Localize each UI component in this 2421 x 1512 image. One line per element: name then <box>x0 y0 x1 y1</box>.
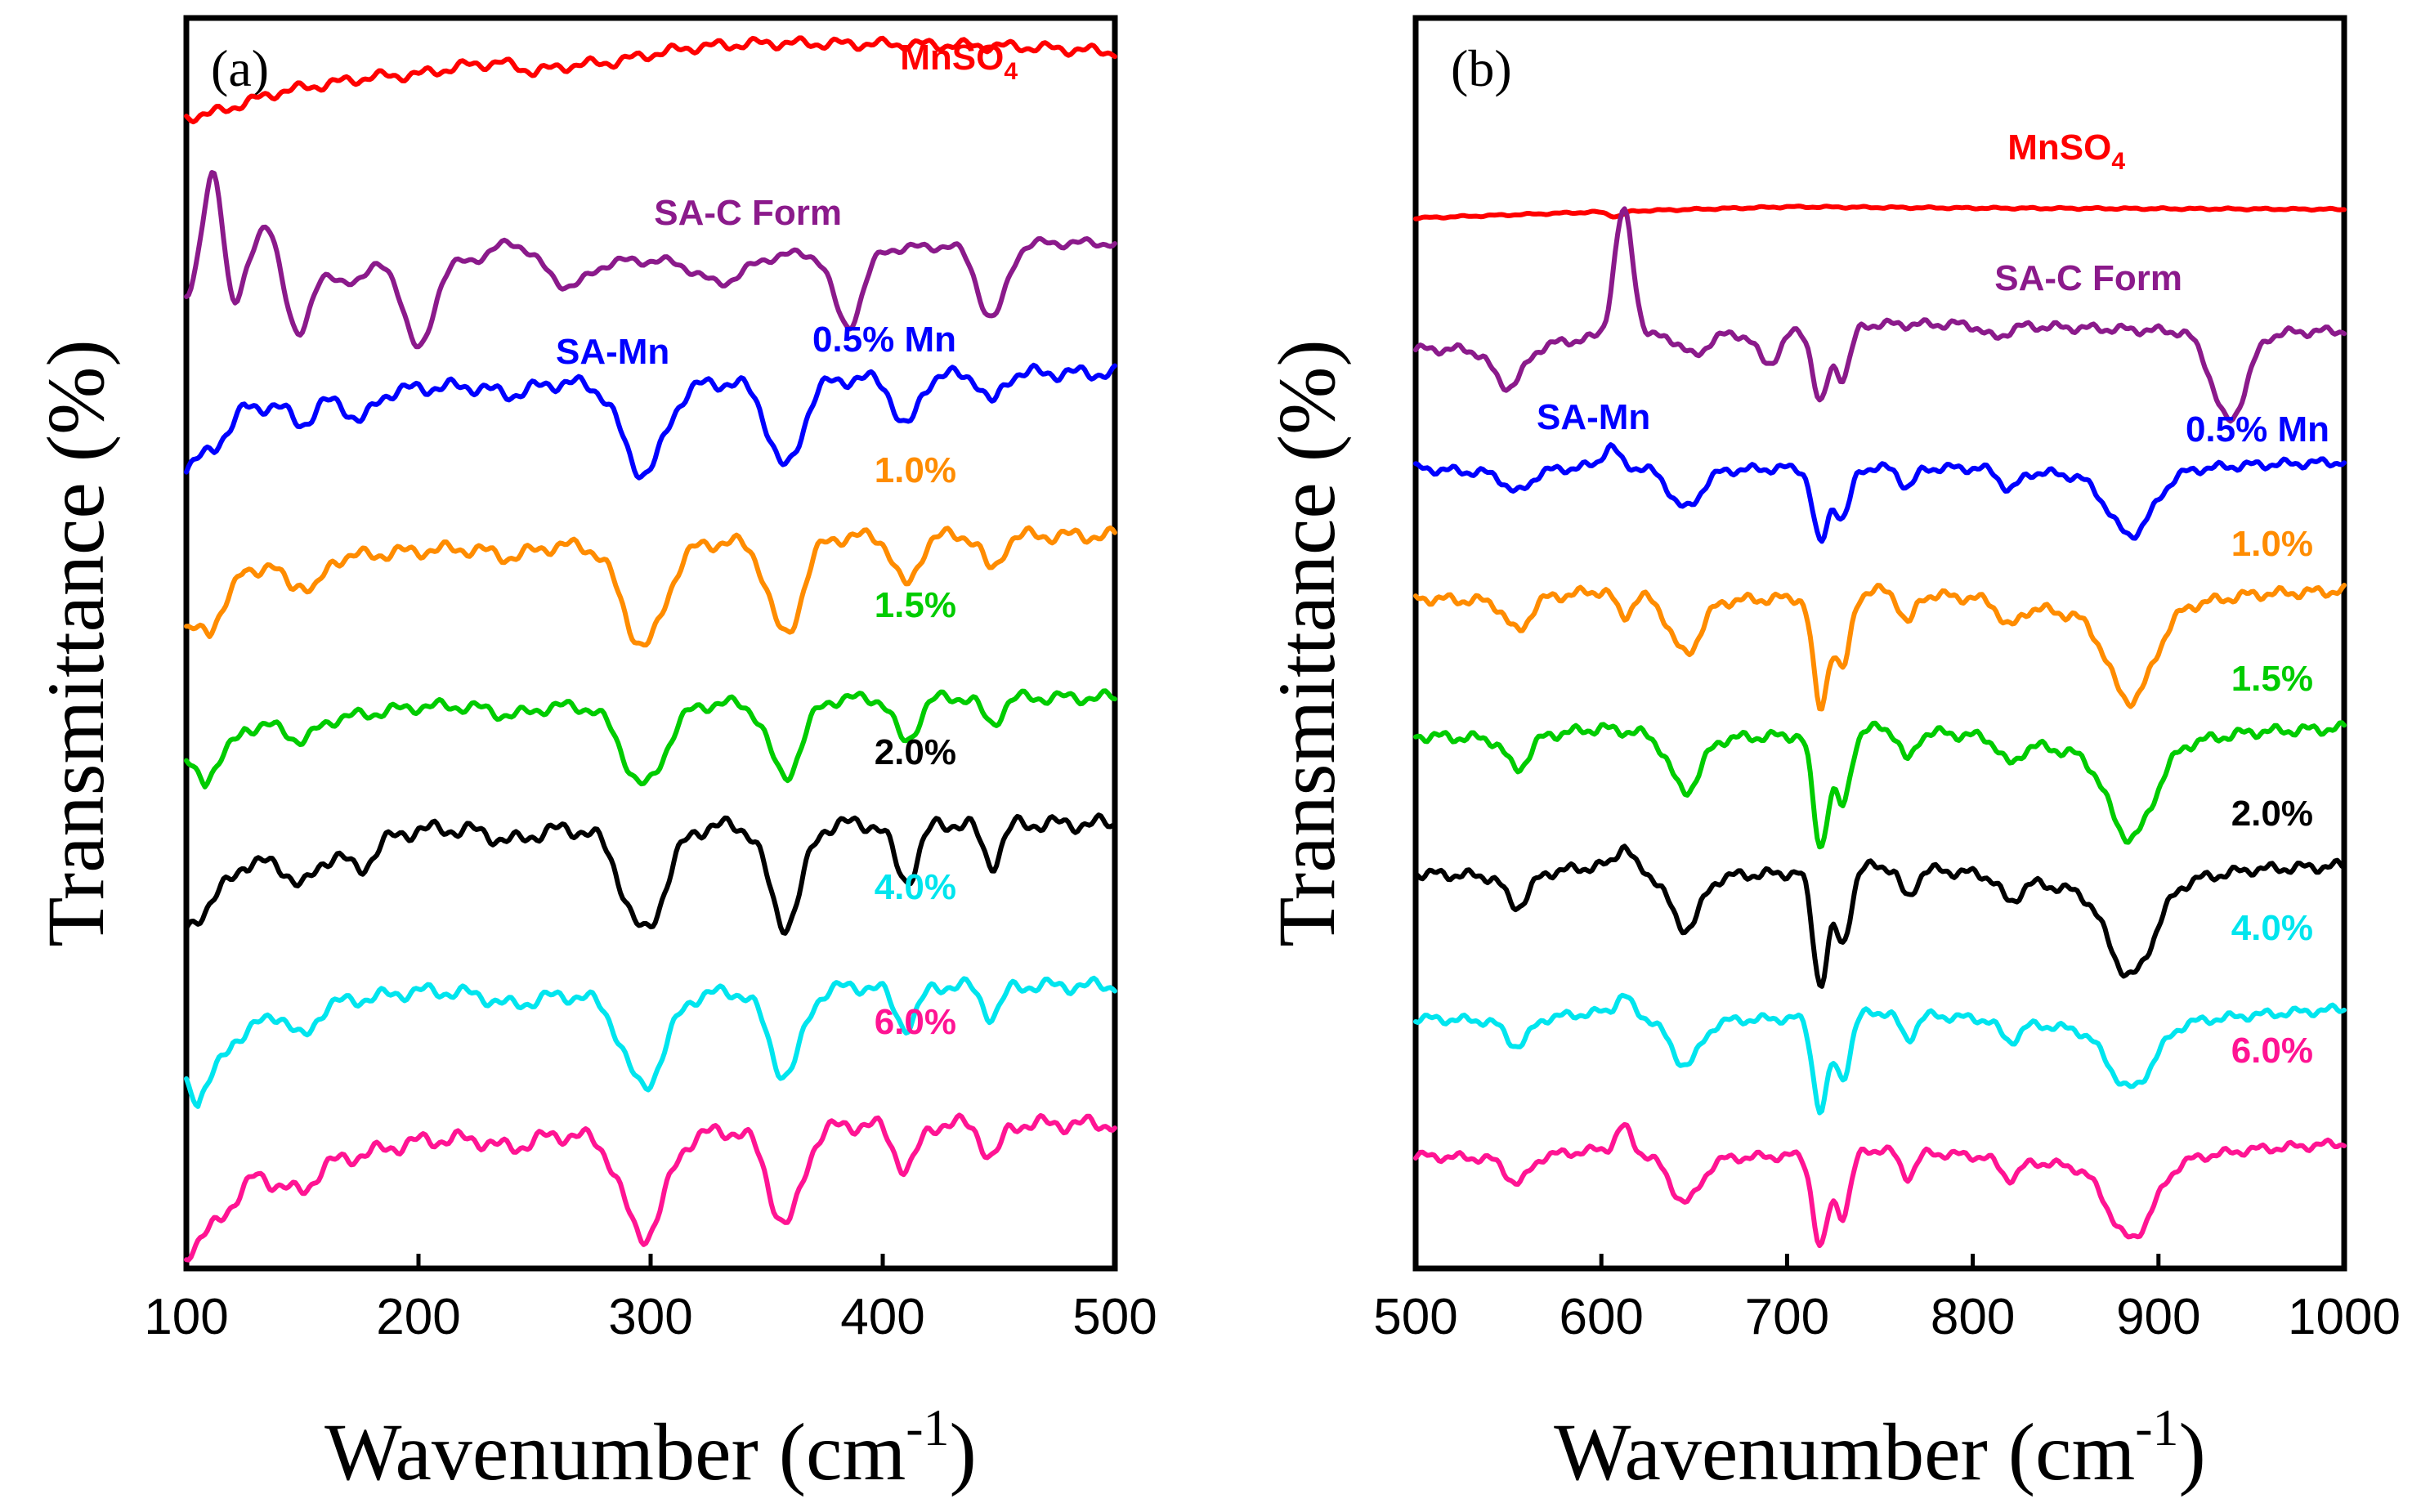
panel-b-series-label-6-0-: 6.0% <box>2231 1031 2313 1071</box>
panel-a-x-axis-title: Wavenumber (cm-1) <box>324 1398 977 1497</box>
panel-b-series-1-5- <box>1413 720 2347 850</box>
panel-a-sa-mn-annotation: SA-Mn <box>556 332 669 372</box>
panel-b-series-4-0- <box>1413 992 2347 1116</box>
panel-b-x-axis-title-sup: -1 <box>2135 1398 2178 1456</box>
panel-a-series-label-4-0-: 4.0% <box>875 867 956 907</box>
panel-b-x-ticks: 500 600 700 800 900 1000 <box>1373 1254 2401 1345</box>
panel-a-series-label-0-5-mn: 0.5% Mn <box>812 320 956 360</box>
panel-b-x-tick-label-600: 600 <box>1559 1289 1643 1345</box>
panel-a-series-label-1-5-: 1.5% <box>875 585 956 625</box>
panel-b-series-2-0- <box>1413 843 2347 989</box>
panel-a: (a) 100 200 300 400 500 MnSO4 SA-C Form 0.5% M… <box>30 15 1157 1497</box>
panel-a-series-1-0- <box>184 525 1117 648</box>
panel-a-x-axis-title-sup: -1 <box>906 1398 949 1456</box>
panel-b-series-label-1-0-: 1.0% <box>2231 524 2313 564</box>
panel-a-label: (a) <box>211 39 269 97</box>
panel-a-series-group <box>184 35 1117 1263</box>
panel-b-label: (b) <box>1451 39 1512 97</box>
panel-b-series-sa-c-form <box>1413 206 2347 424</box>
panel-a-x-tick-label-300: 300 <box>608 1289 692 1345</box>
panel-a-series-label-1-0-: 1.0% <box>875 450 956 490</box>
panel-b-series-group <box>1413 204 2347 1249</box>
panel-a-series-6-0- <box>184 1112 1117 1263</box>
panel-b-y-axis-title: Transmittance (%) <box>1261 339 1352 946</box>
panel-b-sa-mn-annotation: SA-Mn <box>1537 397 1650 437</box>
panel-b-series-label-4-0-: 4.0% <box>2231 908 2313 948</box>
panel-b-series-mnso4 <box>1413 204 2347 221</box>
panel-b-series-label-1-5-: 1.5% <box>2231 659 2313 699</box>
panel-b-x-axis-title-close: ) <box>2179 1407 2206 1497</box>
panel-a-series-labels: MnSO4 SA-C Form 0.5% Mn 1.0% 1.5% 2.0% 4.0% 6.0… <box>654 38 1018 1042</box>
panel-a-series-0-5-mn <box>184 362 1117 481</box>
panel-a-series-label-2-0-: 2.0% <box>875 732 956 772</box>
panel-b-series-label-mnso4: MnSO4 <box>2007 127 2125 175</box>
panel-b-series-0-5-mn <box>1413 442 2347 544</box>
panel-b-series-6-0- <box>1413 1121 2347 1249</box>
panel-b-x-tick-label-1000: 1000 <box>2288 1289 2401 1345</box>
panel-a-x-ticks: 100 200 300 400 500 <box>144 1254 1157 1345</box>
panel-a-series-label-mnso4: MnSO4 <box>900 38 1018 85</box>
panel-a-x-tick-label-500: 500 <box>1072 1289 1157 1345</box>
panel-a-series-label-sa-c-form: SA-C Form <box>654 193 842 233</box>
panel-b-x-axis-title-main: Wavenumber (cm <box>1554 1407 2135 1497</box>
panel-b-x-axis-title: Wavenumber (cm-1) <box>1554 1398 2206 1497</box>
panel-b-series-labels: MnSO4 SA-C Form 0.5% Mn 1.0% 1.5% 2.0% 4.0% 6.0… <box>1994 127 2329 1071</box>
panel-b-x-tick-label-900: 900 <box>2116 1289 2200 1345</box>
panel-a-series-1-5- <box>184 688 1117 790</box>
panel-a-x-tick-label-200: 200 <box>376 1289 460 1345</box>
panel-a-x-axis-title-close: ) <box>950 1407 977 1497</box>
panel-a-series-label-6-0-: 6.0% <box>875 1002 956 1042</box>
panel-a-series-4-0- <box>184 975 1117 1109</box>
panel-a-x-tick-label-100: 100 <box>144 1289 228 1345</box>
panel-a-series-2-0- <box>184 812 1117 936</box>
panel-a-series-sa-c-form <box>184 170 1117 350</box>
panel-b-x-tick-label-800: 800 <box>1931 1289 2015 1345</box>
panel-b-series-label-0-5-mn: 0.5% Mn <box>2186 409 2329 450</box>
panel-b-x-tick-label-500: 500 <box>1373 1289 1457 1345</box>
panel-b-series-1-0- <box>1413 583 2347 712</box>
panel-a-y-axis-title: Transmittance (%) <box>30 339 121 946</box>
panel-b-series-label-2-0-: 2.0% <box>2231 794 2313 834</box>
panel-b-plot-area <box>1412 15 2347 1272</box>
panel-b: (b) 500 600 700 800 900 1000 MnSO4 SA-C Form 0.… <box>1261 15 2401 1497</box>
panel-b-series-label-sa-c-form: SA-C Form <box>1994 258 2182 298</box>
panel-b-x-tick-label-700: 700 <box>1745 1289 1829 1345</box>
panel-a-x-axis-title-main: Wavenumber (cm <box>324 1407 906 1497</box>
panel-a-series-mnso4 <box>184 35 1117 125</box>
panel-a-x-tick-label-400: 400 <box>840 1289 924 1345</box>
